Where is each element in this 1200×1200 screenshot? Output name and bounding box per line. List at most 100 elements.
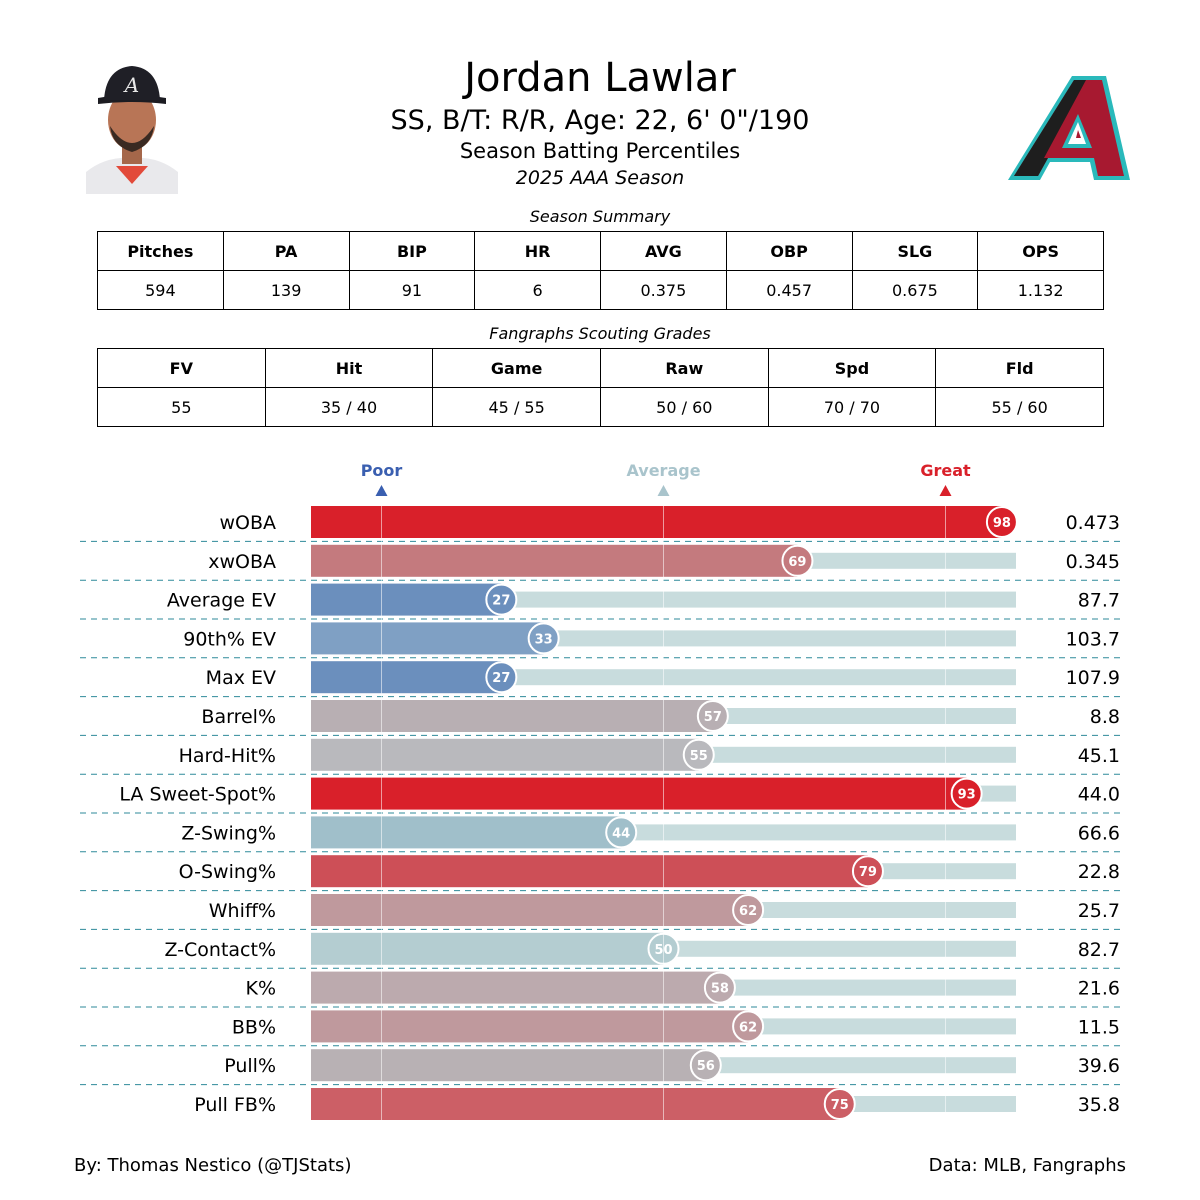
metric-value: 107.9 [1066, 667, 1120, 689]
percentile-marker [703, 971, 736, 1004]
percentile-label: 33 [535, 632, 553, 647]
percentile-marker [732, 894, 765, 926]
percentile-marker [689, 1049, 722, 1082]
scale-marker-triangle [657, 485, 670, 496]
percentile-label: 62 [739, 1020, 757, 1035]
metric-value: 22.8 [1078, 861, 1120, 883]
percentile-label: 69 [788, 555, 806, 570]
metric-label: LA Sweet-Spot% [119, 784, 276, 806]
table-cell: 55 [97, 387, 266, 427]
metric-row: Hard-Hit% 45.1 55 [179, 738, 1120, 771]
season-summary-table: Pitches PA BIP HR AVG OBP SLG OPS 594 13… [97, 231, 1104, 310]
metric-row: xwOBA 0.345 69 [208, 544, 1120, 577]
percentile-marker [781, 544, 814, 577]
metric-row: Average EV 87.7 27 [167, 583, 1120, 616]
percentile-label: 55 [690, 749, 708, 764]
table-header-cell: OPS [977, 231, 1104, 271]
season-summary-title: Season Summary [529, 207, 671, 226]
metric-row: O-Swing% 22.8 79 [179, 855, 1120, 888]
percentile-bar [311, 661, 502, 694]
percentile-bar [311, 816, 622, 849]
scale-marker-triangle [375, 485, 388, 496]
table-header-cell: AVG [600, 231, 727, 271]
metric-row: wOBA 0.473 98 [219, 506, 1120, 538]
percentile-label: 27 [492, 594, 510, 609]
metric-label: 90th% EV [183, 628, 276, 650]
table-cell: 594 [97, 270, 224, 310]
table-header-cell: BIP [348, 231, 476, 271]
metric-value: 0.345 [1066, 551, 1120, 573]
metric-label: Barrel% [201, 706, 276, 728]
metric-label: Z-Contact% [164, 939, 276, 961]
metric-value: 21.6 [1078, 978, 1120, 1000]
percentile-marker [823, 1088, 856, 1120]
percentile-marker [696, 700, 729, 732]
percentile-label: 44 [612, 826, 630, 841]
table-header-cell: OBP [725, 231, 853, 271]
table-cell: 139 [222, 270, 350, 310]
percentile-marker [485, 583, 518, 616]
metric-label: K% [245, 978, 276, 1000]
percentile-label: 27 [492, 671, 510, 686]
table-cell: 1.132 [977, 270, 1104, 310]
table-cell: 0.375 [600, 270, 727, 310]
table-header-cell: Raw [599, 348, 769, 388]
table-cell: 91 [348, 270, 476, 310]
percentile-label: 93 [958, 788, 976, 803]
percentile-bar [311, 932, 664, 965]
scouting-grades-title: Fangraphs Scouting Grades [489, 324, 711, 343]
percentile-chart: Poor Average Great wOBA 0.473 98 xwOBA 0.345 69 A… [80, 461, 1120, 1120]
table-cell: 45 / 55 [432, 387, 601, 427]
percentile-bar [311, 506, 1002, 538]
metric-value: 87.7 [1078, 590, 1120, 612]
metric-label: Whiff% [209, 900, 276, 922]
metric-label: Max EV [206, 667, 276, 689]
metric-value: 45.1 [1078, 745, 1120, 767]
player-headshot: A [86, 60, 178, 194]
table-cell: 35 / 40 [264, 387, 434, 427]
metric-value: 39.6 [1078, 1055, 1120, 1077]
player-name: Jordan Lawlar [464, 55, 736, 101]
percentile-bar [311, 583, 502, 616]
percentile-label: 56 [697, 1059, 715, 1074]
scouting-grades-table: FV Hit Game Raw Spd Fld 55 35 / 40 45 / … [97, 348, 1104, 427]
metric-row: Max EV 107.9 27 [206, 661, 1120, 694]
table-header-cell: Hit [264, 348, 434, 388]
metric-value: 25.7 [1078, 900, 1120, 922]
metric-label: wOBA [219, 512, 276, 534]
metric-value: 35.8 [1078, 1094, 1120, 1116]
percentile-marker [732, 1010, 765, 1043]
metric-row: Barrel% 8.8 57 [201, 700, 1120, 732]
percentile-bar [311, 1088, 840, 1120]
chart-subtitle: Season Batting Percentiles [459, 139, 741, 163]
percentile-label: 62 [739, 904, 757, 919]
table-header-cell: Spd [767, 348, 937, 388]
table-cell: 55 / 60 [935, 387, 1104, 427]
metric-row: Pull FB% 35.8 75 [194, 1088, 1120, 1120]
percentile-marker [682, 738, 715, 771]
percentile-label: 75 [831, 1098, 849, 1113]
metric-label: BB% [232, 1016, 276, 1038]
metric-label: O-Swing% [179, 861, 276, 883]
table-header-cell: Fld [935, 348, 1104, 388]
table-header-cell: PA [222, 231, 350, 271]
metric-label: Average EV [167, 590, 276, 612]
season-label: 2025 AAA Season [515, 167, 685, 189]
metric-row: LA Sweet-Spot% 44.0 93 [119, 777, 1120, 810]
percentile-marker [851, 855, 884, 888]
metric-value: 103.7 [1066, 628, 1120, 650]
svg-text:A: A [123, 73, 139, 97]
table-cell: 50 / 60 [599, 387, 769, 427]
percentile-marker [950, 777, 983, 810]
table-cell: 0.457 [725, 270, 853, 310]
metric-value: 8.8 [1090, 706, 1120, 728]
metric-row: BB% 11.5 62 [232, 1010, 1120, 1043]
metric-value: 66.6 [1078, 822, 1120, 844]
player-bio: SS, B/T: R/R, Age: 22, 6' 0"/190 [390, 105, 810, 136]
metric-row: K% 21.6 58 [245, 971, 1120, 1004]
percentile-label: 98 [993, 516, 1011, 531]
percentile-bar [311, 1049, 706, 1082]
table-header-cell: Pitches [97, 231, 224, 271]
scale-marker-label: Great [920, 461, 971, 480]
table-header-cell: Game [432, 348, 601, 388]
